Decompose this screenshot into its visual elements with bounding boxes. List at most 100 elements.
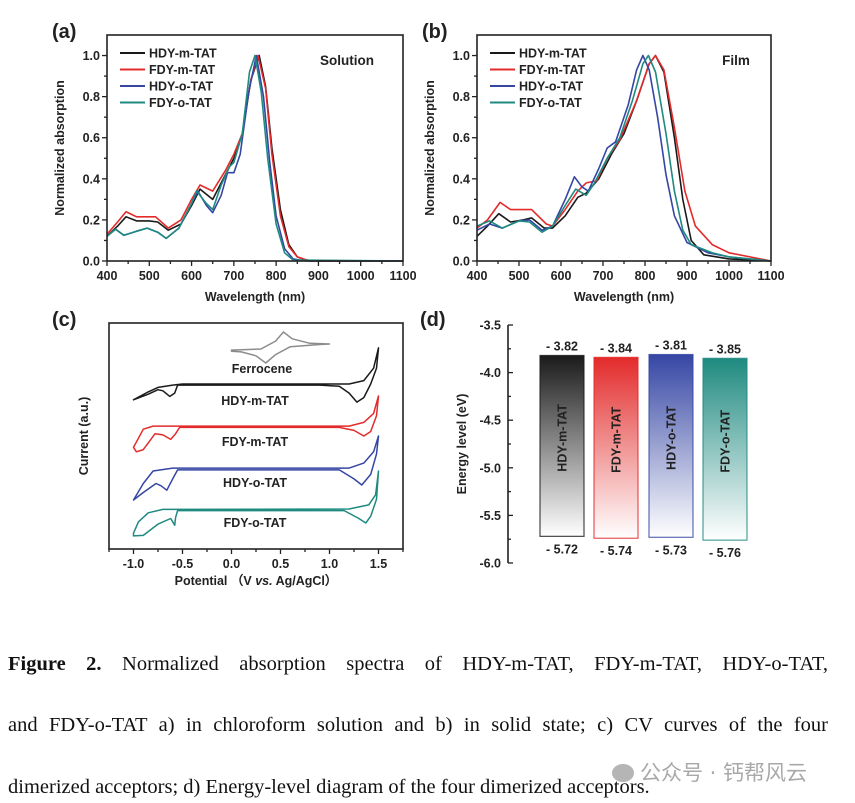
cv-label-fdy-o-tat: FDY-o-TAT: [224, 516, 287, 530]
caption-line-3: dimerized acceptors; d) Energy-level dia…: [8, 776, 650, 798]
y-tick-label: 0.8: [83, 90, 100, 104]
panel-label: (b): [422, 21, 448, 43]
y-tick-label: 0.6: [453, 131, 470, 145]
homo-label-hdy-m-tat: - 5.72: [546, 542, 578, 556]
x-axis-title: Wavelength (nm): [205, 290, 305, 304]
homo-label-fdy-o-tat: - 5.76: [709, 546, 741, 560]
cv-label-ferrocene: Ferrocene: [232, 362, 292, 376]
legend-label-fdy-o-tat: FDY-o-TAT: [149, 96, 212, 110]
x-axis-title: Wavelength (nm): [574, 290, 674, 304]
legend-label-fdy-m-tat: FDY-m-TAT: [149, 63, 216, 77]
homo-label-hdy-o-tat: - 5.73: [655, 543, 687, 557]
cv-curve-hdy-o-tat: [132, 435, 380, 501]
y-axis-title: Normalized absorption: [423, 80, 437, 215]
caption-figure-label: Figure 2.: [8, 653, 102, 675]
x-tick-label: 1100: [389, 269, 416, 283]
y-tick-label: -6.0: [479, 557, 501, 571]
y-tick-label: 1.0: [83, 49, 100, 63]
x-tick-label: 500: [139, 269, 160, 283]
x-axis-title: Potential （V vs. Ag/AgCl）: [175, 573, 338, 588]
figure-2: (a) 400 500 600 700 800 900 1000 1100 0.0 0.2 0.4 0.…: [52, 21, 785, 588]
caption-line-1: Figure 2. Normalized absorption spectra …: [8, 654, 828, 675]
energy-bar-fdy-o-tat: [702, 357, 748, 541]
cv-curve-hdy-m-tat: [132, 347, 380, 403]
y-tick-label: -4.0: [479, 366, 501, 380]
x-tick-label: -1.0: [123, 557, 145, 571]
y-tick-label: -5.5: [479, 509, 501, 523]
series-line-fdy-o-tat: [106, 54, 404, 262]
y-tick-label: 0.8: [453, 90, 470, 104]
y-tick-label: 1.0: [453, 49, 470, 63]
energy-bar-fdy-m-tat: [593, 356, 639, 539]
x-axis-title-part: vs.: [255, 574, 272, 588]
y-tick-label: 0.4: [83, 172, 100, 186]
x-tick-label: 800: [266, 269, 287, 283]
panel-a-solution-absorption: (a) 400 500 600 700 800 900 1000 1100 0.0 0.2 0.4 0.…: [52, 21, 417, 304]
x-tick-label: 1000: [715, 269, 743, 283]
x-tick-label: 1.0: [321, 557, 338, 571]
legend-label-fdy-m-tat: FDY-m-TAT: [519, 63, 586, 77]
x-tick-label: 0.5: [272, 557, 289, 571]
x-tick-label: 500: [509, 269, 530, 283]
y-tick-label: -4.5: [479, 414, 501, 428]
legend-label-hdy-o-tat: HDY-o-TAT: [519, 80, 583, 94]
x-tick-label: 700: [223, 269, 244, 283]
energy-bar-hdy-m-tat: [539, 354, 585, 537]
bar-label-fdy-m-tat: FDY-m-TAT: [610, 406, 624, 473]
panel-label: (a): [52, 21, 76, 43]
cv-label-hdy-m-tat: HDY-m-TAT: [221, 394, 289, 408]
caption-text-1: Normalized absorption spectra of HDY-m-T…: [101, 653, 828, 675]
legend-label-fdy-o-tat: FDY-o-TAT: [519, 96, 582, 110]
x-tick-label: 1.5: [370, 557, 387, 571]
cv-curve-ferrocene: [230, 331, 331, 364]
watermark: 公众号 · 钙帮风云: [612, 757, 807, 787]
cv-label-fdy-m-tat: FDY-m-TAT: [222, 435, 289, 449]
legend-label-hdy-o-tat: HDY-o-TAT: [149, 80, 213, 94]
lumo-label-hdy-o-tat: - 3.81: [655, 339, 687, 353]
x-tick-label: 1100: [757, 269, 784, 283]
bar-label-hdy-o-tat: HDY-o-TAT: [665, 405, 679, 469]
series-line-fdy-o-tat: [476, 54, 772, 262]
bar-label-fdy-o-tat: FDY-o-TAT: [719, 410, 733, 473]
homo-label-fdy-m-tat: - 5.74: [600, 544, 632, 558]
watermark-text: 公众号 · 钙帮风云: [640, 761, 808, 785]
y-tick-label: 0.0: [83, 255, 100, 269]
y-tick-label: 0.4: [453, 172, 470, 186]
panel-b-film-absorption: (b) 400 500 600 700 800 900 1000 1100 0.0 0.2 0.4 0.…: [422, 21, 785, 304]
y-axis-title: Current (a.u.): [77, 397, 91, 475]
bar-label-hdy-m-tat: HDY-m-TAT: [556, 404, 570, 472]
lumo-label-hdy-m-tat: - 3.82: [546, 339, 578, 353]
cv-curve-fdy-o-tat: [132, 470, 380, 537]
x-tick-label: 600: [551, 269, 572, 283]
energy-bar-hdy-o-tat: [648, 353, 694, 538]
y-tick-label: 0.2: [83, 213, 100, 227]
x-tick-label: 0.0: [223, 557, 240, 571]
x-axis-title-part: Ag/AgCl）: [273, 573, 338, 588]
x-tick-label: 1000: [347, 269, 375, 283]
caption-line-2: and FDY-o-TAT a) in chloroform solution …: [8, 714, 828, 736]
y-tick-label: -3.5: [479, 319, 501, 333]
condition-label: Film: [722, 53, 750, 68]
panel-d-energy-levels: (d) -3.5 -4.0 -4.5 -5.0 -5.5 -6.0 Energy level …: [420, 309, 748, 571]
panel-c-cv-curves: (c) Ferrocene HDY-m-TAT FDY-m-TAT HDY-o-TAT F…: [52, 309, 404, 588]
y-tick-label: 0.6: [83, 131, 100, 145]
x-tick-label: 900: [677, 269, 698, 283]
x-tick-label: 800: [635, 269, 656, 283]
x-tick-label: 900: [308, 269, 329, 283]
x-axis-title-part: Potential （V: [175, 573, 256, 588]
y-axis-title: Normalized absorption: [53, 80, 67, 215]
y-axis-title: Energy level (eV): [455, 394, 469, 495]
condition-label: Solution: [320, 53, 374, 68]
x-tick-label: 400: [97, 269, 118, 283]
lumo-label-fdy-o-tat: - 3.85: [709, 342, 741, 356]
x-tick-label: 400: [467, 269, 488, 283]
x-tick-label: 700: [593, 269, 614, 283]
panel-label: (c): [52, 309, 76, 331]
y-tick-label: -5.0: [479, 461, 501, 475]
lumo-label-fdy-m-tat: - 3.84: [600, 341, 632, 355]
cv-curve-fdy-m-tat: [132, 395, 380, 453]
series-line-hdy-o-tat: [476, 54, 772, 262]
x-tick-label: 600: [181, 269, 202, 283]
x-tick-label: -0.5: [172, 557, 194, 571]
wechat-icon: [612, 764, 634, 782]
